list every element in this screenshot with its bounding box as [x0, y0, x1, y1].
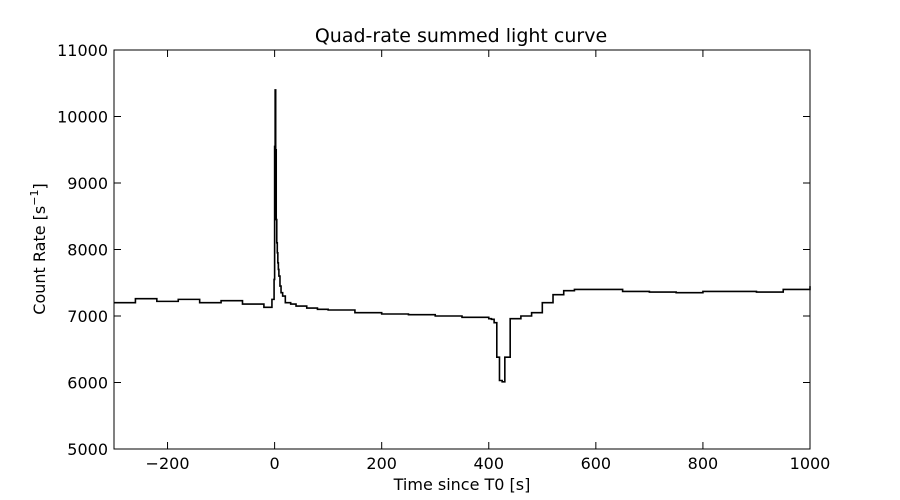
y-axis-label: Count Rate [s−1]	[28, 183, 49, 314]
y-axis-label-superscript: −1	[28, 190, 41, 206]
tick-layer: −200 0 200 400 600 800 1000 5000 6000 7000 8000 900…	[57, 41, 830, 473]
x-axis-label: Time since T0 [s]	[393, 475, 531, 494]
x-tick-label: 200	[366, 454, 397, 473]
x-tick-label: −200	[146, 454, 190, 473]
x-tick-label: 800	[688, 454, 719, 473]
y-tick-label: 8000	[67, 241, 108, 260]
x-tick-label: 0	[270, 454, 280, 473]
light-curve-series-line	[114, 89, 811, 383]
plot-area-frame	[113, 49, 811, 450]
x-tick-label: 1000	[790, 454, 831, 473]
chart-title: Quad-rate summed light curve	[315, 25, 607, 47]
y-tick-label: 10000	[57, 108, 108, 127]
x-tick-label: 600	[581, 454, 612, 473]
y-tick-label: 9000	[67, 174, 108, 193]
y-axis-label-end: ]	[30, 183, 49, 189]
y-tick-label: 6000	[67, 374, 108, 393]
series-layer	[114, 89, 811, 383]
y-tick-label: 11000	[57, 41, 108, 60]
y-tick-label: 7000	[67, 307, 108, 326]
y-axis-label-main: Count Rate [s	[30, 206, 49, 315]
y-tick-label: 5000	[67, 440, 108, 459]
x-tick-label: 400	[473, 454, 504, 473]
